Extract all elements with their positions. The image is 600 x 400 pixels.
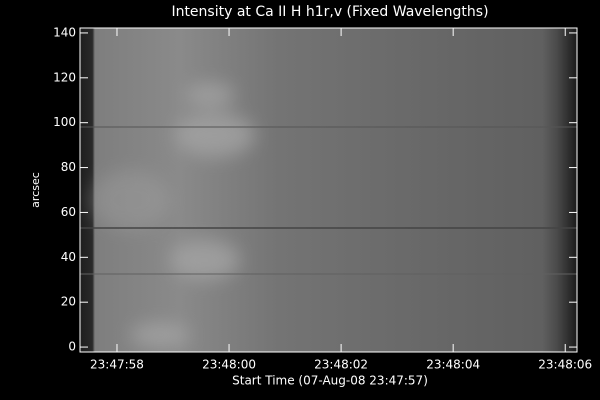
y-tick-label: 120 bbox=[53, 70, 76, 84]
y-axis-label: arcsec bbox=[29, 172, 42, 208]
y-tick-label: 40 bbox=[61, 250, 76, 264]
x-tick-label: 23:48:04 bbox=[426, 358, 480, 372]
x-tick-label: 23:48:02 bbox=[314, 358, 368, 372]
x-tick-label: 23:47:58 bbox=[90, 358, 144, 372]
x-tick-label: 23:48:00 bbox=[202, 358, 256, 372]
chart-title: Intensity at Ca II H h1r,v (Fixed Wavele… bbox=[171, 4, 488, 20]
y-tick-label: 0 bbox=[68, 340, 76, 354]
y-tick-label: 140 bbox=[53, 25, 76, 39]
intensity-image bbox=[80, 28, 577, 352]
y-tick-label: 20 bbox=[61, 295, 76, 309]
plot-frame bbox=[79, 27, 578, 353]
y-tick-label: 60 bbox=[61, 205, 76, 219]
y-tick-label: 80 bbox=[61, 160, 76, 174]
x-axis-label: Start Time (07-Aug-08 23:47:57) bbox=[232, 374, 428, 388]
x-tick-label: 23:48:06 bbox=[538, 358, 592, 372]
y-tick-label: 100 bbox=[53, 115, 76, 129]
